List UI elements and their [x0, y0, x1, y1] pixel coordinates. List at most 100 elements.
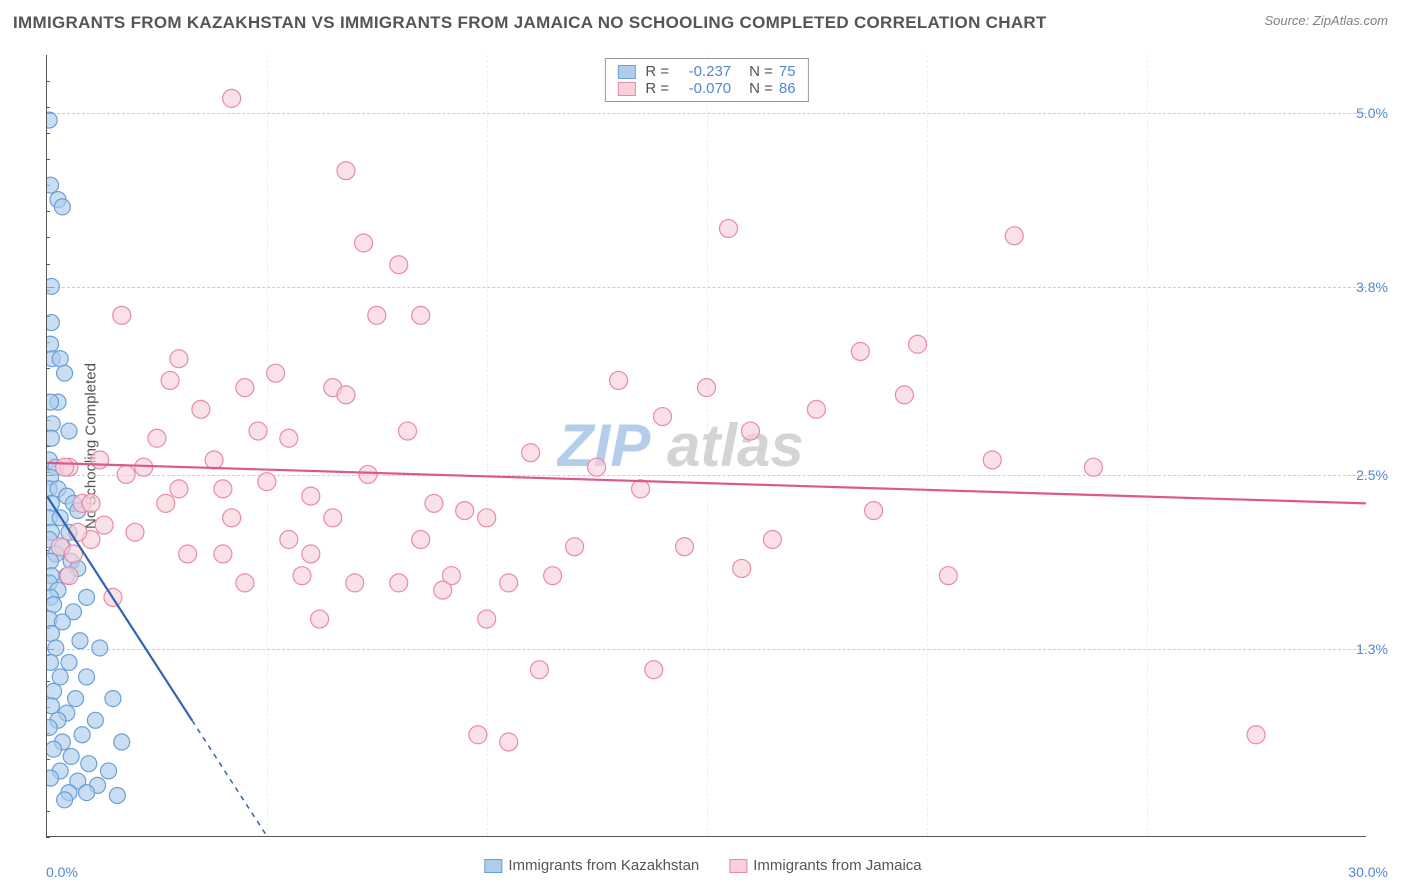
data-point-jamaica [676, 538, 694, 556]
data-point-kazakhstan [47, 683, 62, 699]
data-point-jamaica [60, 567, 78, 585]
data-point-jamaica [179, 545, 197, 563]
legend-swatch-jamaica [729, 859, 747, 873]
legend-swatch-jamaica [617, 82, 635, 96]
data-point-jamaica [632, 480, 650, 498]
data-point-jamaica [478, 509, 496, 527]
data-point-kazakhstan [81, 756, 97, 772]
regression-dash-kazakhstan [192, 720, 267, 836]
series-legend: Immigrants from Kazakhstan Immigrants fro… [484, 857, 921, 874]
data-point-jamaica [267, 364, 285, 382]
data-point-jamaica [865, 502, 883, 520]
data-point-jamaica [909, 335, 927, 353]
data-point-jamaica [1005, 227, 1023, 245]
data-point-jamaica [324, 509, 342, 527]
data-point-jamaica [192, 400, 210, 418]
data-point-jamaica [412, 306, 430, 324]
data-point-kazakhstan [47, 720, 57, 736]
data-point-kazakhstan [114, 734, 130, 750]
r-label: R = [645, 80, 669, 97]
regression-jamaica [47, 463, 1366, 503]
data-point-jamaica [544, 567, 562, 585]
data-point-jamaica [280, 531, 298, 549]
data-point-kazakhstan [87, 712, 103, 728]
legend-label-kazakhstan: Immigrants from Kazakhstan [508, 857, 699, 874]
data-point-jamaica [698, 379, 716, 397]
data-point-jamaica [82, 494, 100, 512]
bottom-legend-kazakhstan: Immigrants from Kazakhstan [484, 857, 699, 874]
data-point-kazakhstan [47, 741, 62, 757]
data-point-jamaica [95, 516, 113, 534]
legend-swatch-kazakhstan [617, 65, 635, 79]
data-point-kazakhstan [52, 669, 68, 685]
data-point-jamaica [469, 726, 487, 744]
scatter-svg [47, 55, 1366, 836]
x-max-label: 30.0% [1348, 864, 1388, 880]
data-point-jamaica [117, 465, 135, 483]
data-point-kazakhstan [101, 763, 117, 779]
data-point-kazakhstan [79, 589, 95, 605]
data-point-jamaica [522, 444, 540, 462]
data-point-jamaica [161, 371, 179, 389]
data-point-kazakhstan [47, 177, 59, 193]
data-point-jamaica [763, 531, 781, 549]
n-value-kazakhstan: 75 [779, 63, 796, 80]
legend-row-kazakhstan: R =-0.237N =75 [617, 63, 795, 80]
data-point-jamaica [399, 422, 417, 440]
data-point-kazakhstan [57, 365, 73, 381]
data-point-jamaica [170, 480, 188, 498]
data-point-kazakhstan [61, 423, 77, 439]
r-value-kazakhstan: -0.237 [675, 63, 731, 80]
data-point-jamaica [530, 661, 548, 679]
data-point-jamaica [148, 429, 166, 447]
data-point-jamaica [337, 386, 355, 404]
data-point-jamaica [205, 451, 223, 469]
data-point-kazakhstan [54, 199, 70, 215]
data-point-jamaica [456, 502, 474, 520]
data-point-kazakhstan [47, 112, 57, 128]
data-point-jamaica [733, 559, 751, 577]
r-value-jamaica: -0.070 [675, 80, 731, 97]
data-point-jamaica [302, 545, 320, 563]
data-point-jamaica [302, 487, 320, 505]
data-point-kazakhstan [109, 788, 125, 804]
data-point-kazakhstan [105, 691, 121, 707]
n-value-jamaica: 86 [779, 80, 796, 97]
data-point-jamaica [311, 610, 329, 628]
data-point-jamaica [214, 480, 232, 498]
data-point-jamaica [434, 581, 452, 599]
data-point-jamaica [851, 343, 869, 361]
data-point-kazakhstan [79, 669, 95, 685]
data-point-jamaica [390, 574, 408, 592]
data-point-jamaica [807, 400, 825, 418]
n-label: N = [749, 63, 773, 80]
data-point-kazakhstan [92, 640, 108, 656]
data-point-jamaica [91, 451, 109, 469]
data-point-jamaica [390, 256, 408, 274]
data-point-jamaica [113, 306, 131, 324]
data-point-jamaica [236, 574, 254, 592]
data-point-kazakhstan [47, 654, 59, 670]
data-point-jamaica [1247, 726, 1265, 744]
correlation-legend: R =-0.237N =75R =-0.070N =86 [604, 58, 808, 102]
data-point-jamaica [126, 523, 144, 541]
data-point-jamaica [1084, 458, 1102, 476]
data-point-jamaica [983, 451, 1001, 469]
chart-plot-area: R =-0.237N =75R =-0.070N =86 ZIP atlas [46, 55, 1366, 837]
data-point-jamaica [214, 545, 232, 563]
data-point-kazakhstan [63, 748, 79, 764]
data-point-jamaica [478, 610, 496, 628]
data-point-jamaica [359, 465, 377, 483]
data-point-jamaica [645, 661, 663, 679]
source-attribution: Source: ZipAtlas.com [1264, 13, 1388, 28]
data-point-jamaica [939, 567, 957, 585]
data-point-jamaica [500, 574, 518, 592]
bottom-legend-jamaica: Immigrants from Jamaica [729, 857, 921, 874]
chart-title: IMMIGRANTS FROM KAZAKHSTAN VS IMMIGRANTS… [13, 13, 1047, 33]
data-point-jamaica [566, 538, 584, 556]
data-point-jamaica [654, 408, 672, 426]
data-point-kazakhstan [47, 770, 59, 786]
data-point-kazakhstan [47, 278, 59, 294]
data-point-kazakhstan [47, 698, 59, 714]
data-point-jamaica [346, 574, 364, 592]
